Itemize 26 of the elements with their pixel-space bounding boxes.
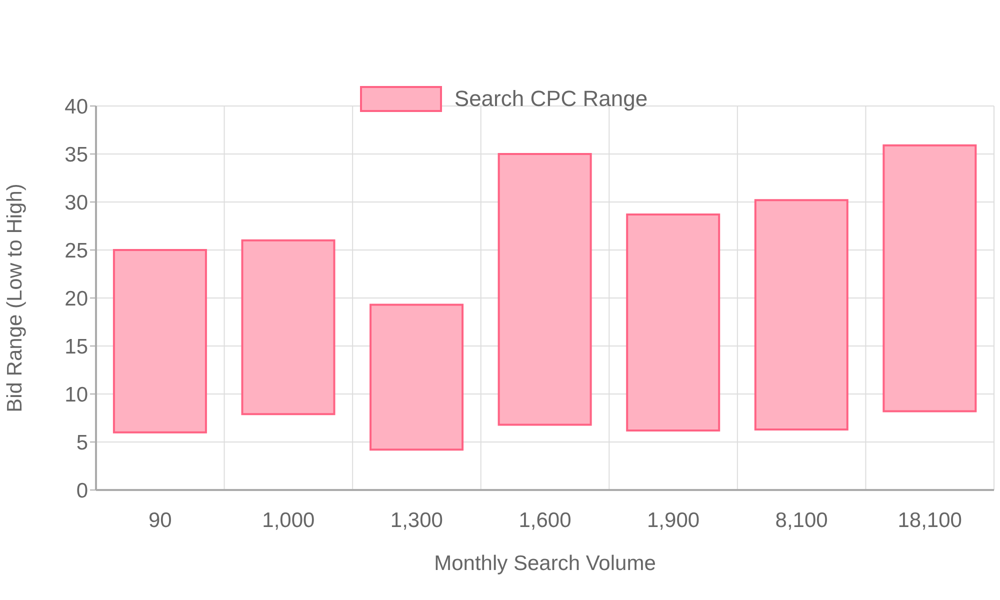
- bar: [370, 304, 464, 451]
- x-tick-label: 1,300: [390, 508, 443, 532]
- y-tick-label: 25: [64, 239, 88, 262]
- bar: [112, 249, 207, 434]
- y-tick-label: 10: [64, 383, 88, 406]
- y-tick-label: 20: [64, 287, 88, 310]
- bar: [882, 144, 977, 412]
- x-tick-label: 90: [148, 508, 172, 532]
- y-tick-label: 35: [64, 143, 88, 166]
- x-axis-title: Monthly Search Volume: [434, 552, 656, 575]
- y-tick-label: 30: [64, 191, 88, 214]
- x-tick-label: 1,000: [262, 508, 315, 532]
- y-tick-label: 15: [64, 335, 88, 358]
- x-tick-label: 1,900: [647, 508, 700, 532]
- bar: [241, 239, 336, 416]
- y-tick-label: 40: [64, 95, 88, 118]
- bar: [498, 153, 592, 426]
- x-tick-label: 1,600: [518, 508, 572, 532]
- bar: [754, 199, 848, 431]
- y-tick-label: 5: [76, 431, 88, 454]
- y-tick-label: 0: [76, 479, 88, 502]
- bar: [626, 213, 720, 432]
- legend-label: Search CPC Range: [454, 86, 648, 112]
- x-tick-label: 8,100: [775, 508, 828, 532]
- y-axis-title: Bid Range (Low to High): [3, 184, 26, 412]
- x-tick-label: 18,100: [898, 508, 962, 532]
